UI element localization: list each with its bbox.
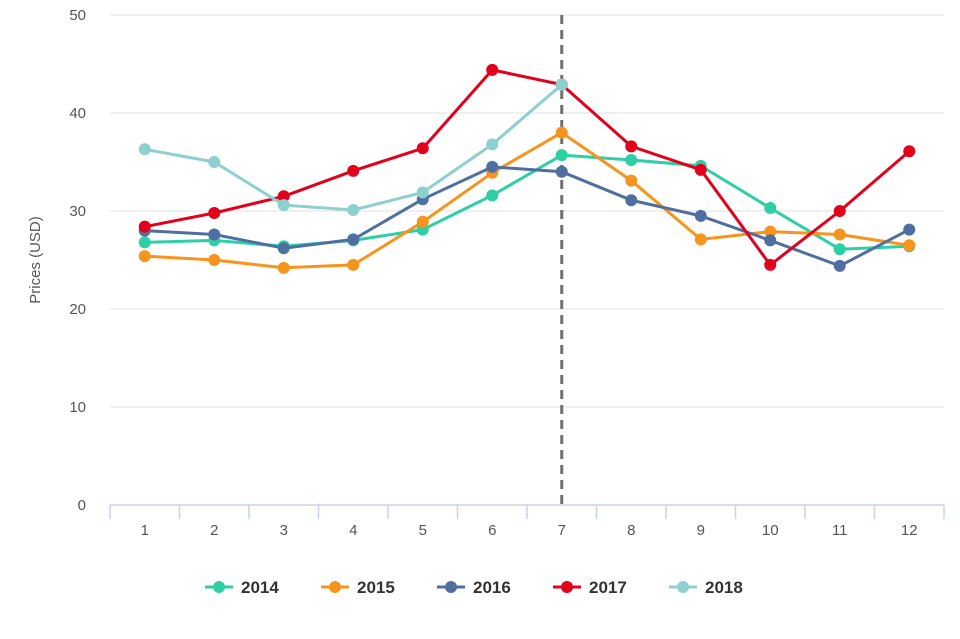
legend-item-2014[interactable]: 2014 (205, 578, 279, 597)
data-point-2015 (277, 261, 290, 274)
data-point-2018 (555, 78, 568, 91)
y-tick-label: 50 (69, 7, 86, 24)
legend-label: 2017 (589, 578, 627, 597)
data-point-2018 (277, 199, 290, 212)
x-tick-label: 4 (349, 522, 357, 539)
x-tick-label: 3 (280, 522, 288, 539)
data-point-2015 (764, 225, 777, 238)
legend-label: 2016 (473, 578, 511, 597)
data-point-2014 (138, 236, 151, 249)
data-point-2015 (138, 250, 151, 263)
data-point-2016 (208, 228, 221, 241)
data-point-2018 (347, 204, 360, 217)
data-point-2017 (138, 220, 151, 233)
y-tick-label: 40 (69, 105, 86, 122)
data-point-2015 (833, 228, 846, 241)
data-point-2016 (694, 209, 707, 222)
y-tick-label: 20 (69, 301, 86, 318)
data-point-2016 (277, 242, 290, 255)
legend-marker (445, 581, 457, 593)
legend-label: 2018 (705, 578, 743, 597)
series-line-2017 (144, 68, 911, 267)
data-point-2017 (903, 145, 916, 158)
gridlines (110, 14, 944, 408)
x-tick-label: 9 (697, 522, 705, 539)
x-tick-label: 12 (901, 522, 918, 539)
series-2018 (138, 78, 568, 217)
legend-marker (677, 581, 689, 593)
data-point-2015 (208, 254, 221, 266)
data-point-2014 (833, 243, 846, 256)
x-tick-label: 11 (832, 522, 848, 539)
data-point-2018 (416, 186, 429, 199)
data-point-2016 (347, 233, 360, 246)
x-tick-label: 6 (488, 522, 496, 539)
y-tick-label: 10 (69, 399, 86, 416)
legend-marker (561, 581, 573, 593)
legend-item-2016[interactable]: 2016 (437, 578, 511, 597)
x-tick-label: 10 (762, 522, 779, 539)
data-point-2014 (764, 202, 777, 215)
data-point-2017 (277, 190, 290, 203)
x-tick-label: 5 (419, 522, 427, 539)
legend-item-2015[interactable]: 2015 (321, 578, 395, 597)
data-point-2014 (486, 189, 499, 202)
data-point-2017 (416, 142, 429, 155)
series-2016 (138, 160, 916, 272)
data-point-2017 (486, 63, 499, 76)
data-point-2017 (208, 206, 221, 219)
data-point-2015 (694, 233, 707, 246)
y-axis-title: Prices (USD) (27, 216, 44, 304)
data-point-2017 (764, 258, 777, 271)
data-point-2015 (625, 174, 638, 187)
legend-label: 2015 (357, 578, 395, 597)
legend-item-2017[interactable]: 2017 (553, 578, 627, 597)
series-line-2015 (144, 131, 910, 270)
data-point-2016 (625, 194, 638, 207)
data-point-2016 (903, 223, 916, 236)
legend[interactable]: 2014 2015 2016 2017 2018 (205, 578, 743, 597)
data-point-2016 (764, 234, 777, 247)
data-point-2017 (625, 140, 638, 153)
data-point-2014 (625, 154, 638, 167)
data-point-2016 (555, 165, 568, 178)
legend-label: 2014 (241, 578, 279, 597)
x-tick-label: 2 (210, 522, 218, 539)
data-point-2017 (694, 163, 707, 176)
x-tick-label: 7 (558, 522, 566, 539)
data-point-2015 (347, 258, 360, 271)
series-line-2016 (144, 165, 910, 268)
data-point-2017 (833, 205, 846, 217)
legend-marker (329, 581, 341, 593)
y-tick-label: 30 (69, 203, 86, 220)
data-point-2015 (903, 239, 916, 252)
data-point-2017 (347, 164, 360, 177)
data-point-2015 (416, 215, 429, 228)
data-point-2016 (486, 160, 499, 173)
data-point-2018 (208, 156, 221, 168)
series-2017 (138, 63, 916, 271)
data-point-2018 (138, 143, 151, 156)
data-point-2014 (555, 149, 568, 162)
y-tick-label: 0 (78, 497, 86, 514)
legend-item-2018[interactable]: 2018 (669, 578, 743, 597)
data-point-2015 (555, 126, 568, 139)
data-point-2018 (486, 138, 499, 151)
x-tick-label: 8 (627, 522, 635, 539)
data-point-2016 (833, 259, 846, 272)
x-tick-label: 1 (141, 522, 149, 539)
legend-marker (213, 581, 225, 593)
series-layer (138, 63, 916, 274)
